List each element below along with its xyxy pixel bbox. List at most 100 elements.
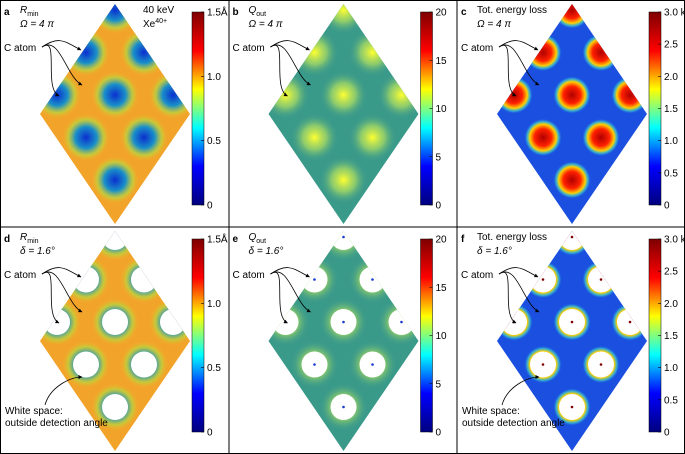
- center-dot: [371, 363, 374, 366]
- colorbar-tick-label: 3.0 keV: [664, 235, 685, 246]
- heatmap-spot: [437, 161, 475, 199]
- center-dot: [255, 363, 258, 366]
- outside-detection-region: [646, 436, 647, 451]
- title-main: R: [20, 5, 27, 16]
- outside-detection-region: [215, 309, 241, 335]
- heatmap-spot: [497, 161, 533, 199]
- center-dot: [342, 235, 345, 239]
- heatmap-spot: [377, 383, 419, 431]
- outside-detection-region: [160, 309, 186, 335]
- heatmap-spot: [62, 113, 110, 162]
- outside-detection-region: [40, 351, 41, 378]
- center-dot: [400, 405, 403, 409]
- ion: Xe: [143, 19, 156, 30]
- center-dot: [570, 235, 574, 239]
- title-main: Tot. energy loss: [477, 5, 547, 16]
- outside-detection-region: [157, 224, 183, 250]
- panel-label: c: [461, 7, 467, 18]
- panel-label: f: [461, 234, 465, 245]
- note: outside detection angle: [5, 418, 108, 429]
- heatmap-spot: [379, 161, 417, 199]
- center-dot: [599, 278, 603, 281]
- center-dot: [284, 235, 287, 239]
- heatmap-spot: [204, 383, 252, 431]
- annotation-arrow: [270, 271, 288, 324]
- outside-detection-region: [73, 351, 99, 378]
- heatmap-spot: [290, 113, 339, 162]
- heatmap-spot: [436, 156, 484, 204]
- panel-subtitle: δ = 1.6°: [20, 246, 55, 257]
- center-dot: [487, 363, 490, 366]
- panel-title: Qout: [249, 5, 267, 18]
- colorbar-tick-label: 0: [436, 428, 442, 439]
- ion-label: Xe40+: [143, 18, 167, 30]
- center-dot: [255, 448, 258, 451]
- colorbar-tick-label: 1.0: [664, 136, 678, 147]
- colorbar: [191, 238, 205, 433]
- beam-energy: 40 keV: [143, 5, 174, 16]
- colorbar-tick-label: 0.5: [207, 363, 221, 374]
- annotation: C atom: [233, 43, 265, 54]
- outside-detection-region: [617, 394, 643, 420]
- outside-detection-region: [388, 231, 415, 250]
- heatmap-spot: [379, 0, 417, 29]
- center-dot: [342, 405, 345, 409]
- center-dot: [313, 278, 316, 281]
- colorbar-tick-label: 0: [664, 201, 670, 212]
- heatmap-spot: [377, 4, 419, 34]
- heatmap-spot: [582, 118, 620, 157]
- title-subscript: out: [256, 11, 266, 18]
- title-main: Q: [249, 232, 257, 243]
- heatmap-spot: [377, 71, 419, 119]
- outside-detection-region: [131, 351, 157, 378]
- colorbar-tick-label: 2.0: [664, 72, 678, 83]
- outside-detection-region: [186, 437, 212, 454]
- outside-detection-region: [497, 351, 498, 378]
- heatmap-spot: [348, 113, 397, 162]
- outside-detection-region: [131, 436, 157, 451]
- center-dot: [426, 448, 429, 451]
- center-dot: [226, 321, 229, 324]
- center-dot: [458, 321, 461, 324]
- heatmap-spot: [149, 383, 190, 431]
- colorbar-tick-label: 0.5: [207, 136, 221, 147]
- center-dot: [628, 320, 632, 324]
- colorbar-tick-label: 2.5: [664, 267, 678, 278]
- title-main: Tot. energy loss: [477, 232, 547, 243]
- colorbar-tick-label: 10: [436, 104, 448, 115]
- outside-detection-region: [476, 352, 502, 378]
- heatmap-spot: [40, 425, 52, 451]
- outside-detection-region: [215, 394, 241, 420]
- center-dot: [342, 320, 345, 324]
- heatmap-spot: [268, 383, 310, 431]
- center-dot: [570, 320, 574, 324]
- title-subscript: min: [27, 238, 38, 245]
- outside-detection-region: [102, 309, 128, 335]
- annotation-arrow: [498, 44, 517, 97]
- center-dot: [313, 363, 316, 366]
- center-dot: [541, 448, 545, 451]
- center-dot: [484, 363, 487, 366]
- heatmap-spot: [40, 156, 81, 204]
- outside-detection-region: [305, 437, 331, 454]
- center-dot: [168, 406, 171, 409]
- heatmap-spot: [290, 198, 339, 224]
- colorbar-tick-label: 1.0: [207, 299, 221, 310]
- note-arrow: [44, 375, 83, 406]
- annotation: C atom: [461, 270, 493, 281]
- outside-detection-region: [268, 436, 270, 451]
- outside-detection-region: [160, 394, 186, 420]
- heatmap-spot: [497, 118, 504, 157]
- outside-detection-region: [385, 224, 411, 250]
- panel-title: Rmin: [20, 5, 39, 18]
- heatmap-spot: [268, 113, 281, 162]
- outside-detection-region: [301, 436, 328, 451]
- panel-title: Rmin: [20, 232, 39, 245]
- annotation-arrow: [498, 267, 539, 278]
- colorbar-tick-label: 1.5: [664, 331, 678, 342]
- heatmap-spot: [62, 198, 110, 224]
- outside-detection-region: [157, 394, 183, 420]
- heatmap-spot: [524, 118, 562, 157]
- panel-subtitle: Ω = 4 π: [477, 19, 511, 30]
- outside-detection-region: [40, 436, 41, 451]
